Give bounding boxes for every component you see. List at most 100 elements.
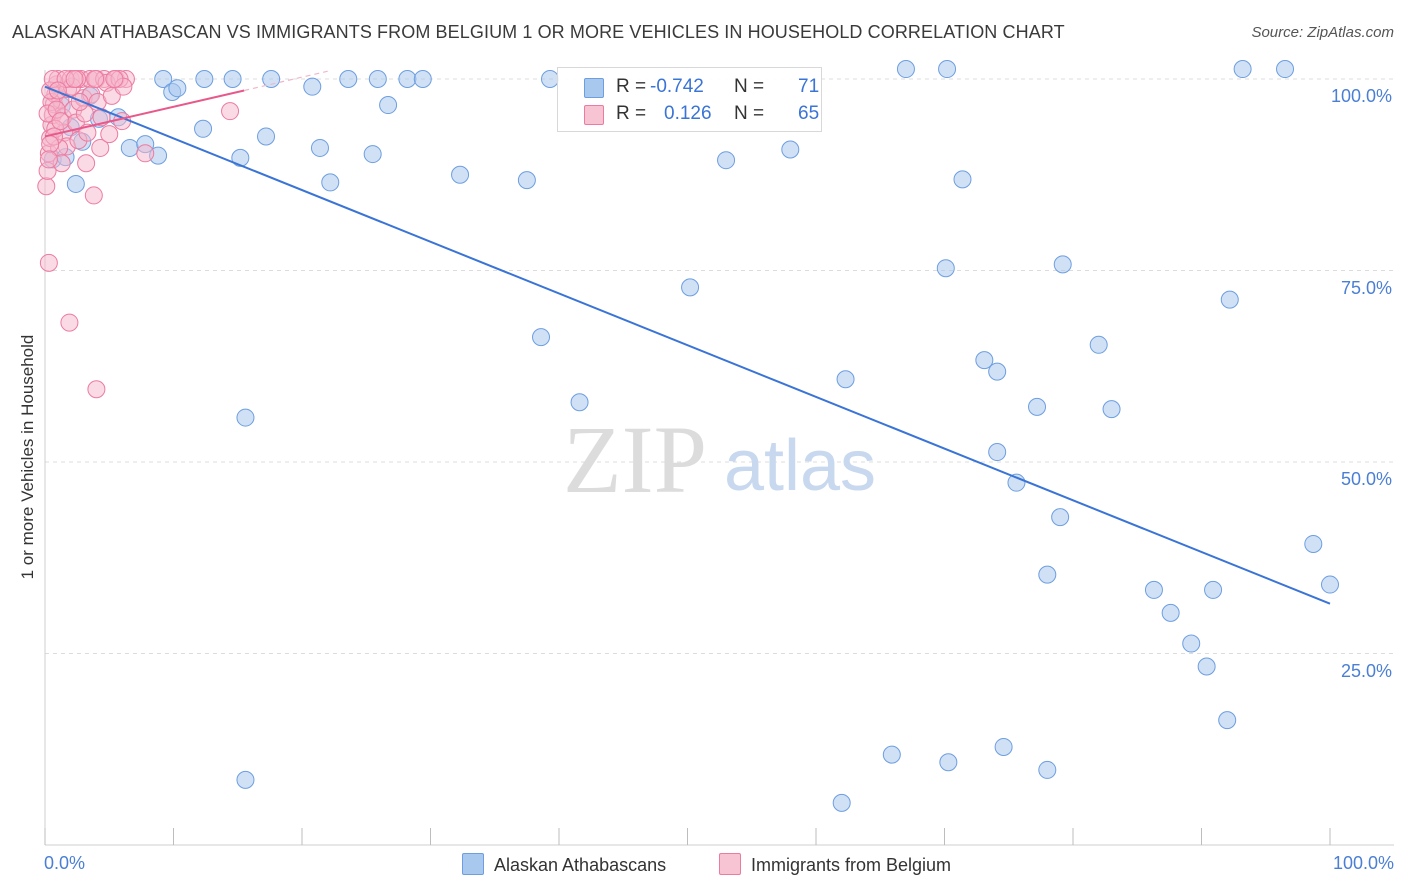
athabascan-point xyxy=(1276,60,1295,79)
belgium-point xyxy=(77,154,96,173)
athabascan-point xyxy=(1304,534,1323,553)
athabascan-point xyxy=(236,770,255,789)
athabascan-point xyxy=(1028,397,1047,416)
athabascan-point xyxy=(1233,60,1252,79)
athabascan-point xyxy=(1182,634,1201,653)
source-credit: Source: ZipAtlas.com xyxy=(1251,24,1394,41)
belgium-point xyxy=(65,70,84,88)
athabascan-point xyxy=(120,138,139,157)
athabascan-point xyxy=(236,408,255,427)
athabascan-point xyxy=(368,70,387,88)
athabascan-point xyxy=(836,370,855,389)
athabascan-point xyxy=(1218,711,1237,730)
athabascan-point xyxy=(532,328,551,347)
athabascan-point xyxy=(517,171,536,190)
legend-swatch-pink xyxy=(719,853,741,875)
athabascan-point xyxy=(398,70,417,88)
athabascan-point xyxy=(681,278,700,297)
athabascan-point xyxy=(936,259,955,278)
belgium-point xyxy=(86,70,105,88)
athabascan-point xyxy=(451,165,470,184)
legend-n-label: N = xyxy=(734,103,765,124)
athabascan-point xyxy=(168,79,187,98)
athabascan-point xyxy=(303,77,322,96)
belgium-point xyxy=(39,150,58,169)
athabascan-point xyxy=(231,148,250,167)
belgium-point xyxy=(48,81,67,100)
athabascan-point xyxy=(1204,580,1223,599)
y-tick-50: 50.0% xyxy=(1340,469,1392,489)
x-tick-100: 100.0% xyxy=(1332,853,1394,873)
y-tick-75: 75.0% xyxy=(1340,278,1392,298)
athabascan-point xyxy=(1053,255,1072,274)
belgium-point xyxy=(51,112,70,131)
athabascan-point xyxy=(363,145,382,164)
axes xyxy=(44,70,1394,846)
athabascan-point xyxy=(310,138,329,157)
legend-r-label: R = xyxy=(616,76,647,97)
belgium-point xyxy=(105,70,124,88)
athabascan-point xyxy=(1144,580,1163,599)
athabascan-point xyxy=(988,443,1007,462)
athabascan-point xyxy=(1051,508,1070,527)
athabascan-point xyxy=(953,170,972,189)
belgium-point xyxy=(37,177,56,196)
legend-r-value: 0.126 xyxy=(664,103,712,124)
athabascan-point xyxy=(321,173,340,192)
stats-legend: R = -0.742 N = 71 R = 0.126 N = 65 xyxy=(557,67,822,132)
athabascan-point xyxy=(938,60,957,79)
belgium-point xyxy=(91,138,110,157)
watermark-zip: ZIP xyxy=(563,406,707,513)
legend-item-athabascans[interactable]: Alaskan Athabascans xyxy=(462,853,666,876)
legend-item-belgium[interactable]: Immigrants from Belgium xyxy=(719,853,951,876)
y-axis-label: 1 or more Vehicles in Household xyxy=(18,334,37,580)
athabascan-point xyxy=(1220,290,1239,309)
athabascan-point xyxy=(1321,575,1339,594)
legend-swatch-pink xyxy=(584,105,604,125)
belgium-point xyxy=(60,313,79,332)
belgium-point xyxy=(84,186,103,205)
watermark-atlas: atlas xyxy=(724,426,876,506)
legend-n-label: N = xyxy=(734,76,765,97)
legend-r-label: R = xyxy=(616,103,647,124)
legend-n-value: 71 xyxy=(798,76,820,97)
athabascan-point xyxy=(882,745,901,764)
athabascan-point xyxy=(223,70,242,88)
athabascan-point xyxy=(379,96,398,115)
legend-label-belgium: Immigrants from Belgium xyxy=(751,855,952,875)
athabascan-point xyxy=(1038,760,1057,779)
athabascan-point xyxy=(1161,603,1180,622)
athabascan-point xyxy=(257,127,276,146)
legend-swatch-blue xyxy=(462,853,484,875)
athabascan-point xyxy=(717,151,736,170)
athabascan-point xyxy=(975,351,994,370)
athabascan-point xyxy=(262,70,281,88)
y-tick-100: 100.0% xyxy=(1330,86,1392,106)
belgium-point xyxy=(70,92,89,111)
athabascan-point xyxy=(994,737,1013,756)
legend-n-value: 65 xyxy=(798,103,820,124)
athabascan-point xyxy=(988,362,1007,381)
athabascan-point xyxy=(939,753,958,772)
athabascan-point xyxy=(195,70,214,88)
athabascan-point xyxy=(339,70,358,88)
athabascan-point xyxy=(541,70,560,88)
belgium-point xyxy=(100,125,119,144)
athabascan-point xyxy=(832,793,851,812)
athabascan-point xyxy=(154,70,173,88)
athabascan-point xyxy=(1197,657,1216,676)
x-tick-0: 0.0% xyxy=(44,853,86,873)
athabascan-point xyxy=(66,174,85,193)
athabascan-point xyxy=(1102,400,1121,419)
athabascan-point xyxy=(194,119,213,138)
y-tick-25: 25.0% xyxy=(1340,661,1392,681)
athabascan-point xyxy=(1038,565,1057,584)
athabascan-point xyxy=(413,70,432,88)
chart-title: ALASKAN ATHABASCAN VS IMMIGRANTS FROM BE… xyxy=(12,22,1065,42)
athabascan-point xyxy=(781,140,800,159)
athabascan-point xyxy=(896,60,915,79)
trend-line-athabascans xyxy=(44,85,1331,605)
legend-label-athabascans: Alaskan Athabascans xyxy=(494,855,667,875)
legend-swatch-blue xyxy=(584,78,604,98)
